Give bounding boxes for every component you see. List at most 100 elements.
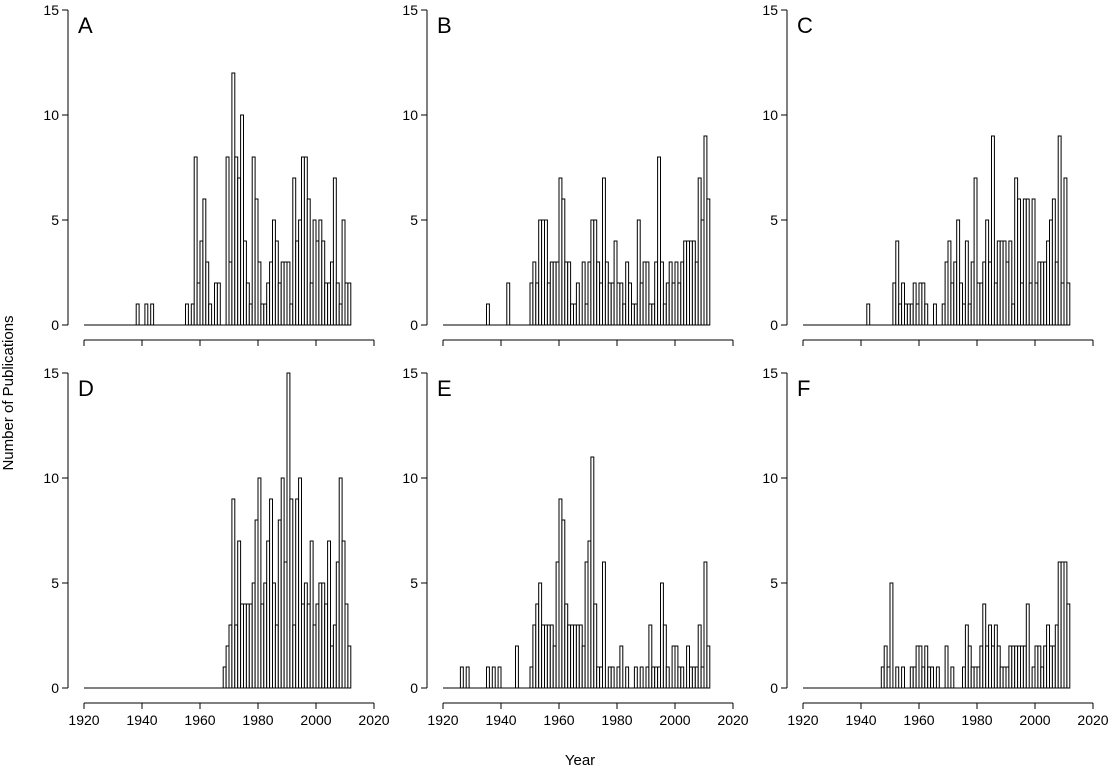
bar — [706, 645, 711, 689]
bar — [1017, 198, 1021, 326]
bar — [575, 282, 580, 326]
bar — [697, 624, 702, 689]
bar — [1063, 177, 1068, 326]
y-tick-label: 10 — [762, 470, 778, 486]
x-tick-label: 1980 — [961, 712, 992, 728]
bar — [193, 156, 198, 326]
x-tick-label: 1960 — [903, 712, 934, 728]
bar — [648, 624, 653, 689]
bar — [286, 261, 291, 326]
bar — [459, 666, 464, 689]
bar — [327, 540, 332, 689]
panel-label: D — [78, 376, 94, 401]
bar — [341, 219, 346, 326]
y-tick-label: 5 — [410, 575, 418, 591]
bar — [625, 666, 630, 689]
bar — [665, 666, 670, 689]
y-tick-label: 10 — [402, 470, 418, 486]
y-tick-label: 0 — [51, 317, 59, 333]
x-tick-label: 2020 — [358, 712, 389, 728]
y-tick-label: 10 — [402, 107, 418, 123]
y-tick-label: 15 — [402, 365, 418, 381]
bar — [639, 666, 644, 689]
bar — [1025, 198, 1030, 326]
bar — [602, 561, 606, 689]
panel-label: B — [437, 13, 452, 38]
y-tick-label: 5 — [410, 212, 418, 228]
y-tick-label: 0 — [410, 317, 418, 333]
bar — [289, 498, 294, 689]
bar — [964, 240, 969, 326]
panel-e: 0 5 10 15 1920 1940 1960 1980 2000 2020 E — [402, 365, 748, 728]
bar — [544, 219, 548, 326]
y-tick-label: 5 — [51, 212, 59, 228]
bar — [486, 303, 490, 326]
x-tick-label: 2000 — [1019, 712, 1050, 728]
bar — [309, 540, 314, 689]
x-tick-label: 1940 — [485, 712, 516, 728]
bar — [347, 282, 352, 326]
bar — [657, 156, 661, 326]
y-tick-label: 15 — [43, 365, 59, 381]
bar — [208, 303, 213, 326]
bar — [895, 240, 900, 326]
bar — [332, 177, 337, 326]
y-axis-label: Number of Publications — [0, 315, 17, 470]
bar — [306, 198, 311, 326]
panel-label: A — [78, 13, 93, 38]
bar — [216, 282, 221, 326]
bar — [645, 261, 650, 326]
y-tick-label: 10 — [43, 107, 59, 123]
bar — [1066, 282, 1071, 326]
x-tick-label: 1920 — [427, 712, 458, 728]
bar — [465, 666, 470, 689]
y-tick-label: 5 — [770, 212, 778, 228]
bar — [298, 477, 303, 689]
bar — [231, 498, 236, 689]
y-tick-label: 0 — [770, 680, 778, 696]
y-tick-label: 0 — [770, 317, 778, 333]
bar — [497, 666, 502, 689]
bar — [347, 645, 352, 689]
x-tick-label: 1960 — [184, 712, 215, 728]
bar — [660, 261, 664, 326]
x-tick-label: 1940 — [845, 712, 876, 728]
bar — [581, 261, 586, 326]
x-tick-label: 1940 — [126, 712, 157, 728]
bar — [901, 666, 905, 689]
bar — [889, 582, 894, 689]
bar — [506, 282, 511, 326]
bar — [935, 666, 940, 689]
x-tick-label: 2000 — [659, 712, 690, 728]
bar — [590, 456, 595, 689]
bar — [924, 303, 929, 326]
panel-label: F — [797, 376, 810, 401]
y-tick-label: 15 — [402, 2, 418, 18]
x-tick-label: 1980 — [242, 712, 273, 728]
x-tick-label: 1920 — [68, 712, 99, 728]
bar — [135, 303, 140, 326]
bar — [633, 666, 638, 689]
panel-label: E — [437, 376, 452, 401]
bar — [150, 303, 155, 326]
bar — [593, 603, 598, 689]
panel-b: 0 5 10 15 B — [402, 2, 734, 346]
bar — [240, 114, 245, 326]
bar — [486, 666, 490, 689]
bar — [515, 645, 519, 689]
bar — [1008, 240, 1013, 326]
bar — [491, 666, 496, 689]
bar — [185, 303, 189, 326]
bar — [930, 666, 934, 689]
y-tick-label: 15 — [43, 2, 59, 18]
x-tick-label: 1960 — [543, 712, 574, 728]
bar — [257, 261, 262, 326]
bar — [950, 666, 955, 689]
panel-d: 0 5 10 15 1920 1940 1960 1980 2000 2020 D — [43, 365, 389, 728]
bar — [144, 303, 149, 326]
bar — [703, 561, 708, 689]
bar — [636, 219, 641, 326]
x-tick-label: 2020 — [717, 712, 748, 728]
y-tick-label: 15 — [762, 2, 778, 18]
bar — [1066, 603, 1071, 689]
